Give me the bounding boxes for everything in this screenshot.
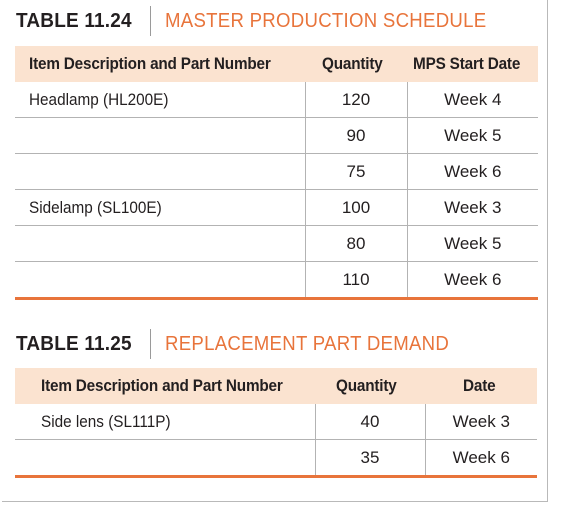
table-row: 80 Week 5: [15, 225, 538, 262]
table-row: 35 Week 6: [15, 439, 537, 478]
quantity-cell: 40: [314, 404, 425, 440]
column-header: Quantity: [315, 368, 425, 404]
date-cell: Week 3: [424, 404, 537, 440]
column-header: Item Description and Part Number: [15, 46, 305, 82]
caption-divider: [149, 329, 151, 359]
quantity-cell: 120: [304, 82, 407, 118]
quantity-cell: 35: [314, 439, 425, 478]
table-row: Side lens (SL111P) 40 Week 3: [15, 404, 537, 440]
table-11-25-caption: TABLE 11.25 REPLACEMENT PART DEMAND: [16, 329, 470, 359]
date-cell: Week 5: [406, 225, 538, 262]
table-row: 75 Week 6: [15, 153, 538, 190]
item-cell: Side lens (SL111P): [15, 404, 315, 440]
table-header-row: Item Description and Part Number Quantit…: [15, 368, 537, 404]
table-row: 110 Week 6: [15, 261, 538, 300]
column-header: Item Description and Part Number: [15, 368, 315, 404]
table-header-row: Item Description and Part Number Quantit…: [15, 46, 538, 82]
date-cell: Week 6: [406, 261, 538, 300]
table-row: 90 Week 5: [15, 117, 538, 154]
master-production-schedule-table: Item Description and Part Number Quantit…: [15, 46, 538, 300]
column-header: Quantity: [305, 46, 407, 82]
item-cell: [15, 225, 305, 262]
quantity-cell: 100: [304, 189, 407, 226]
item-cell: [15, 261, 305, 300]
item-cell: Headlamp (HL200E): [15, 82, 305, 118]
table-number: TABLE 11.24: [16, 9, 132, 32]
table-11-24-caption: TABLE 11.24 MASTER PRODUCTION SCHEDULE: [16, 6, 511, 36]
date-cell: Week 4: [406, 82, 538, 118]
item-cell: [15, 439, 315, 478]
table-title: MASTER PRODUCTION SCHEDULE: [164, 9, 487, 32]
item-cell: [15, 153, 305, 190]
column-header: MPS Start Date: [407, 46, 538, 82]
quantity-cell: 90: [304, 117, 407, 154]
date-cell: Week 5: [406, 117, 538, 154]
date-cell: Week 6: [406, 153, 538, 190]
date-cell: Week 6: [424, 439, 537, 478]
date-cell: Week 3: [406, 189, 538, 226]
table-number: TABLE 11.25: [16, 332, 132, 355]
replacement-part-demand-table: Item Description and Part Number Quantit…: [15, 368, 537, 478]
caption-divider: [149, 6, 151, 36]
table-row: Headlamp (HL200E) 120 Week 4: [15, 82, 538, 118]
quantity-cell: 110: [304, 261, 407, 300]
page-frame: [2, 0, 548, 502]
column-header: Date: [425, 368, 537, 404]
quantity-cell: 75: [304, 153, 407, 190]
item-cell: [15, 117, 305, 154]
table-row: Sidelamp (SL100E) 100 Week 3: [15, 189, 538, 226]
item-cell: Sidelamp (SL100E): [15, 189, 305, 226]
table-title: REPLACEMENT PART DEMAND: [164, 332, 449, 355]
quantity-cell: 80: [304, 225, 407, 262]
